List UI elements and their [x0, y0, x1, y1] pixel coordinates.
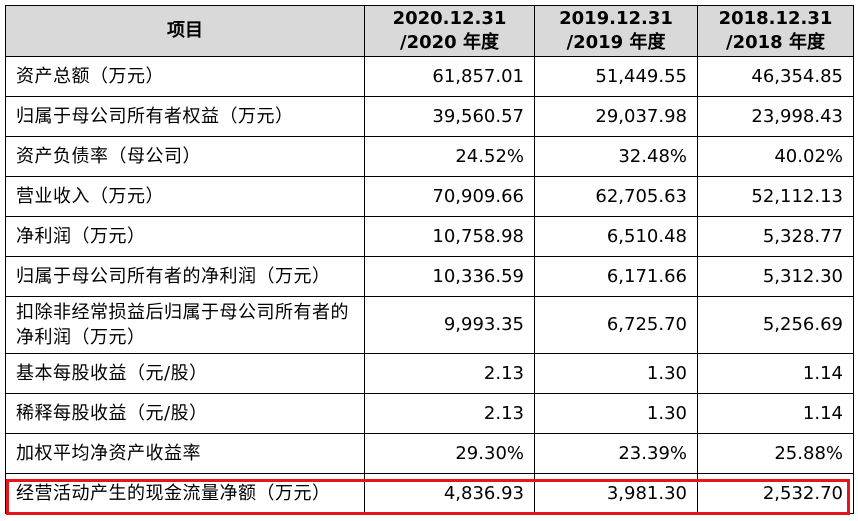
value-2018: 40.02% — [697, 136, 854, 177]
value-2020: 9,993.35 — [364, 296, 535, 354]
value-2020: 10,758.98 — [364, 216, 535, 257]
row-label: 资产总额（万元） — [5, 56, 365, 97]
row-label: 净利润（万元） — [5, 216, 365, 257]
header-date-2019: 2019.12.31 — [559, 8, 673, 29]
table-row-highlighted: 经营活动产生的现金流量净额（万元） 4,836.93 3,981.30 2,53… — [5, 473, 854, 514]
value-2018: 5,312.30 — [697, 256, 854, 297]
value-2019: 1.30 — [534, 353, 698, 394]
value-2019: 3,981.30 — [534, 473, 698, 514]
value-2018: 23,998.43 — [697, 96, 854, 137]
value-2019: 1.30 — [534, 393, 698, 434]
header-year-2020: /2020 年度 — [400, 32, 499, 53]
row-label: 基本每股收益（元/股） — [5, 353, 365, 394]
value-2020: 61,857.01 — [364, 56, 535, 97]
table-header-row: 项目 2020.12.31 /2020 年度 2019.12.31 /2019 … — [5, 5, 854, 57]
value-2019: 51,449.55 — [534, 56, 698, 97]
table-row: 净利润（万元） 10,758.98 6,510.48 5,328.77 — [5, 216, 854, 257]
value-2019: 29,037.98 — [534, 96, 698, 137]
header-period-2018: 2018.12.31 /2018 年度 — [697, 5, 854, 57]
header-date-2018: 2018.12.31 — [718, 8, 833, 29]
value-2019: 6,510.48 — [534, 216, 698, 257]
table-row: 归属于母公司所有者的净利润（万元） 10,336.59 6,171.66 5,3… — [5, 256, 854, 297]
value-2019: 6,171.66 — [534, 256, 698, 297]
header-item: 项目 — [5, 5, 365, 57]
header-date-2020: 2020.12.31 — [392, 8, 507, 29]
header-year-2018: /2018 年度 — [726, 32, 825, 53]
row-label: 营业收入（万元） — [5, 176, 365, 217]
value-2018: 25.88% — [697, 433, 854, 474]
value-2019: 32.48% — [534, 136, 698, 177]
table-row: 稀释每股收益（元/股） 2.13 1.30 1.14 — [5, 393, 854, 434]
value-2020: 70,909.66 — [364, 176, 535, 217]
value-2019: 6,725.70 — [534, 296, 698, 354]
value-2018: 2,532.70 — [697, 473, 854, 514]
value-2020: 4,836.93 — [364, 473, 535, 514]
value-2019: 23.39% — [534, 433, 698, 474]
value-2018: 46,354.85 — [697, 56, 854, 97]
financial-summary-table: 项目 2020.12.31 /2020 年度 2019.12.31 /2019 … — [5, 5, 854, 514]
row-label: 稀释每股收益（元/股） — [5, 393, 365, 434]
row-label: 经营活动产生的现金流量净额（万元） — [5, 473, 365, 514]
financial-table-container: 项目 2020.12.31 /2020 年度 2019.12.31 /2019 … — [5, 5, 854, 514]
value-2018: 52,112.13 — [697, 176, 854, 217]
row-label: 扣除非经常损益后归属于母公司所有者的净利润（万元） — [5, 296, 365, 354]
value-2020: 10,336.59 — [364, 256, 535, 297]
table-row: 资产总额（万元） 61,857.01 51,449.55 46,354.85 — [5, 56, 854, 97]
table-row: 营业收入（万元） 70,909.66 62,705.63 52,112.13 — [5, 176, 854, 217]
value-2020: 39,560.57 — [364, 96, 535, 137]
header-year-2019: /2019 年度 — [566, 32, 666, 53]
table-row: 归属于母公司所有者权益（万元） 39,560.57 29,037.98 23,9… — [5, 96, 854, 137]
row-label: 归属于母公司所有者的净利润（万元） — [5, 256, 365, 297]
value-2020: 2.13 — [364, 393, 535, 434]
header-period-2020: 2020.12.31 /2020 年度 — [364, 5, 535, 57]
table-row: 资产负债率（母公司） 24.52% 32.48% 40.02% — [5, 136, 854, 177]
value-2018: 1.14 — [697, 353, 854, 394]
value-2020: 2.13 — [364, 353, 535, 394]
value-2018: 1.14 — [697, 393, 854, 434]
value-2018: 5,256.69 — [697, 296, 854, 354]
row-label: 归属于母公司所有者权益（万元） — [5, 96, 365, 137]
row-label: 加权平均净资产收益率 — [5, 433, 365, 474]
table-row: 扣除非经常损益后归属于母公司所有者的净利润（万元） 9,993.35 6,725… — [5, 296, 854, 354]
header-period-2019: 2019.12.31 /2019 年度 — [534, 5, 698, 57]
table-row: 基本每股收益（元/股） 2.13 1.30 1.14 — [5, 353, 854, 394]
value-2020: 29.30% — [364, 433, 535, 474]
value-2020: 24.52% — [364, 136, 535, 177]
row-label: 资产负债率（母公司） — [5, 136, 365, 177]
value-2019: 62,705.63 — [534, 176, 698, 217]
table-row: 加权平均净资产收益率 29.30% 23.39% 25.88% — [5, 433, 854, 474]
value-2018: 5,328.77 — [697, 216, 854, 257]
